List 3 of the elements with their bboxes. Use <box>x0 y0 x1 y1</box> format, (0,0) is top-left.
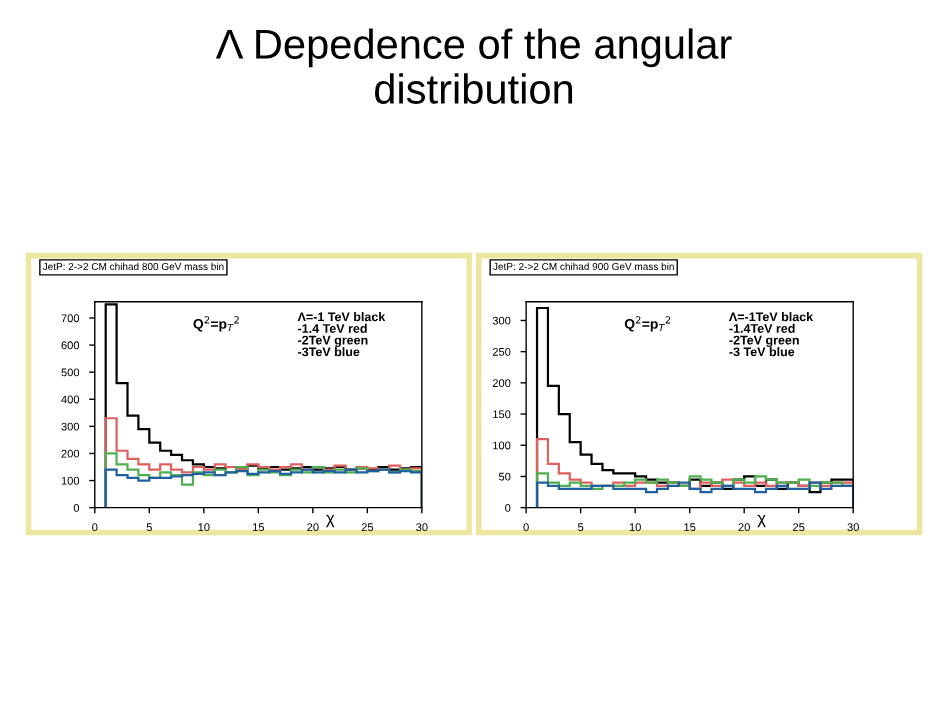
x-axis-title: χ <box>757 514 766 528</box>
x-axis-title: χ <box>326 514 335 528</box>
chart-title: Λ Depedence of the angular distribution <box>215 28 732 104</box>
